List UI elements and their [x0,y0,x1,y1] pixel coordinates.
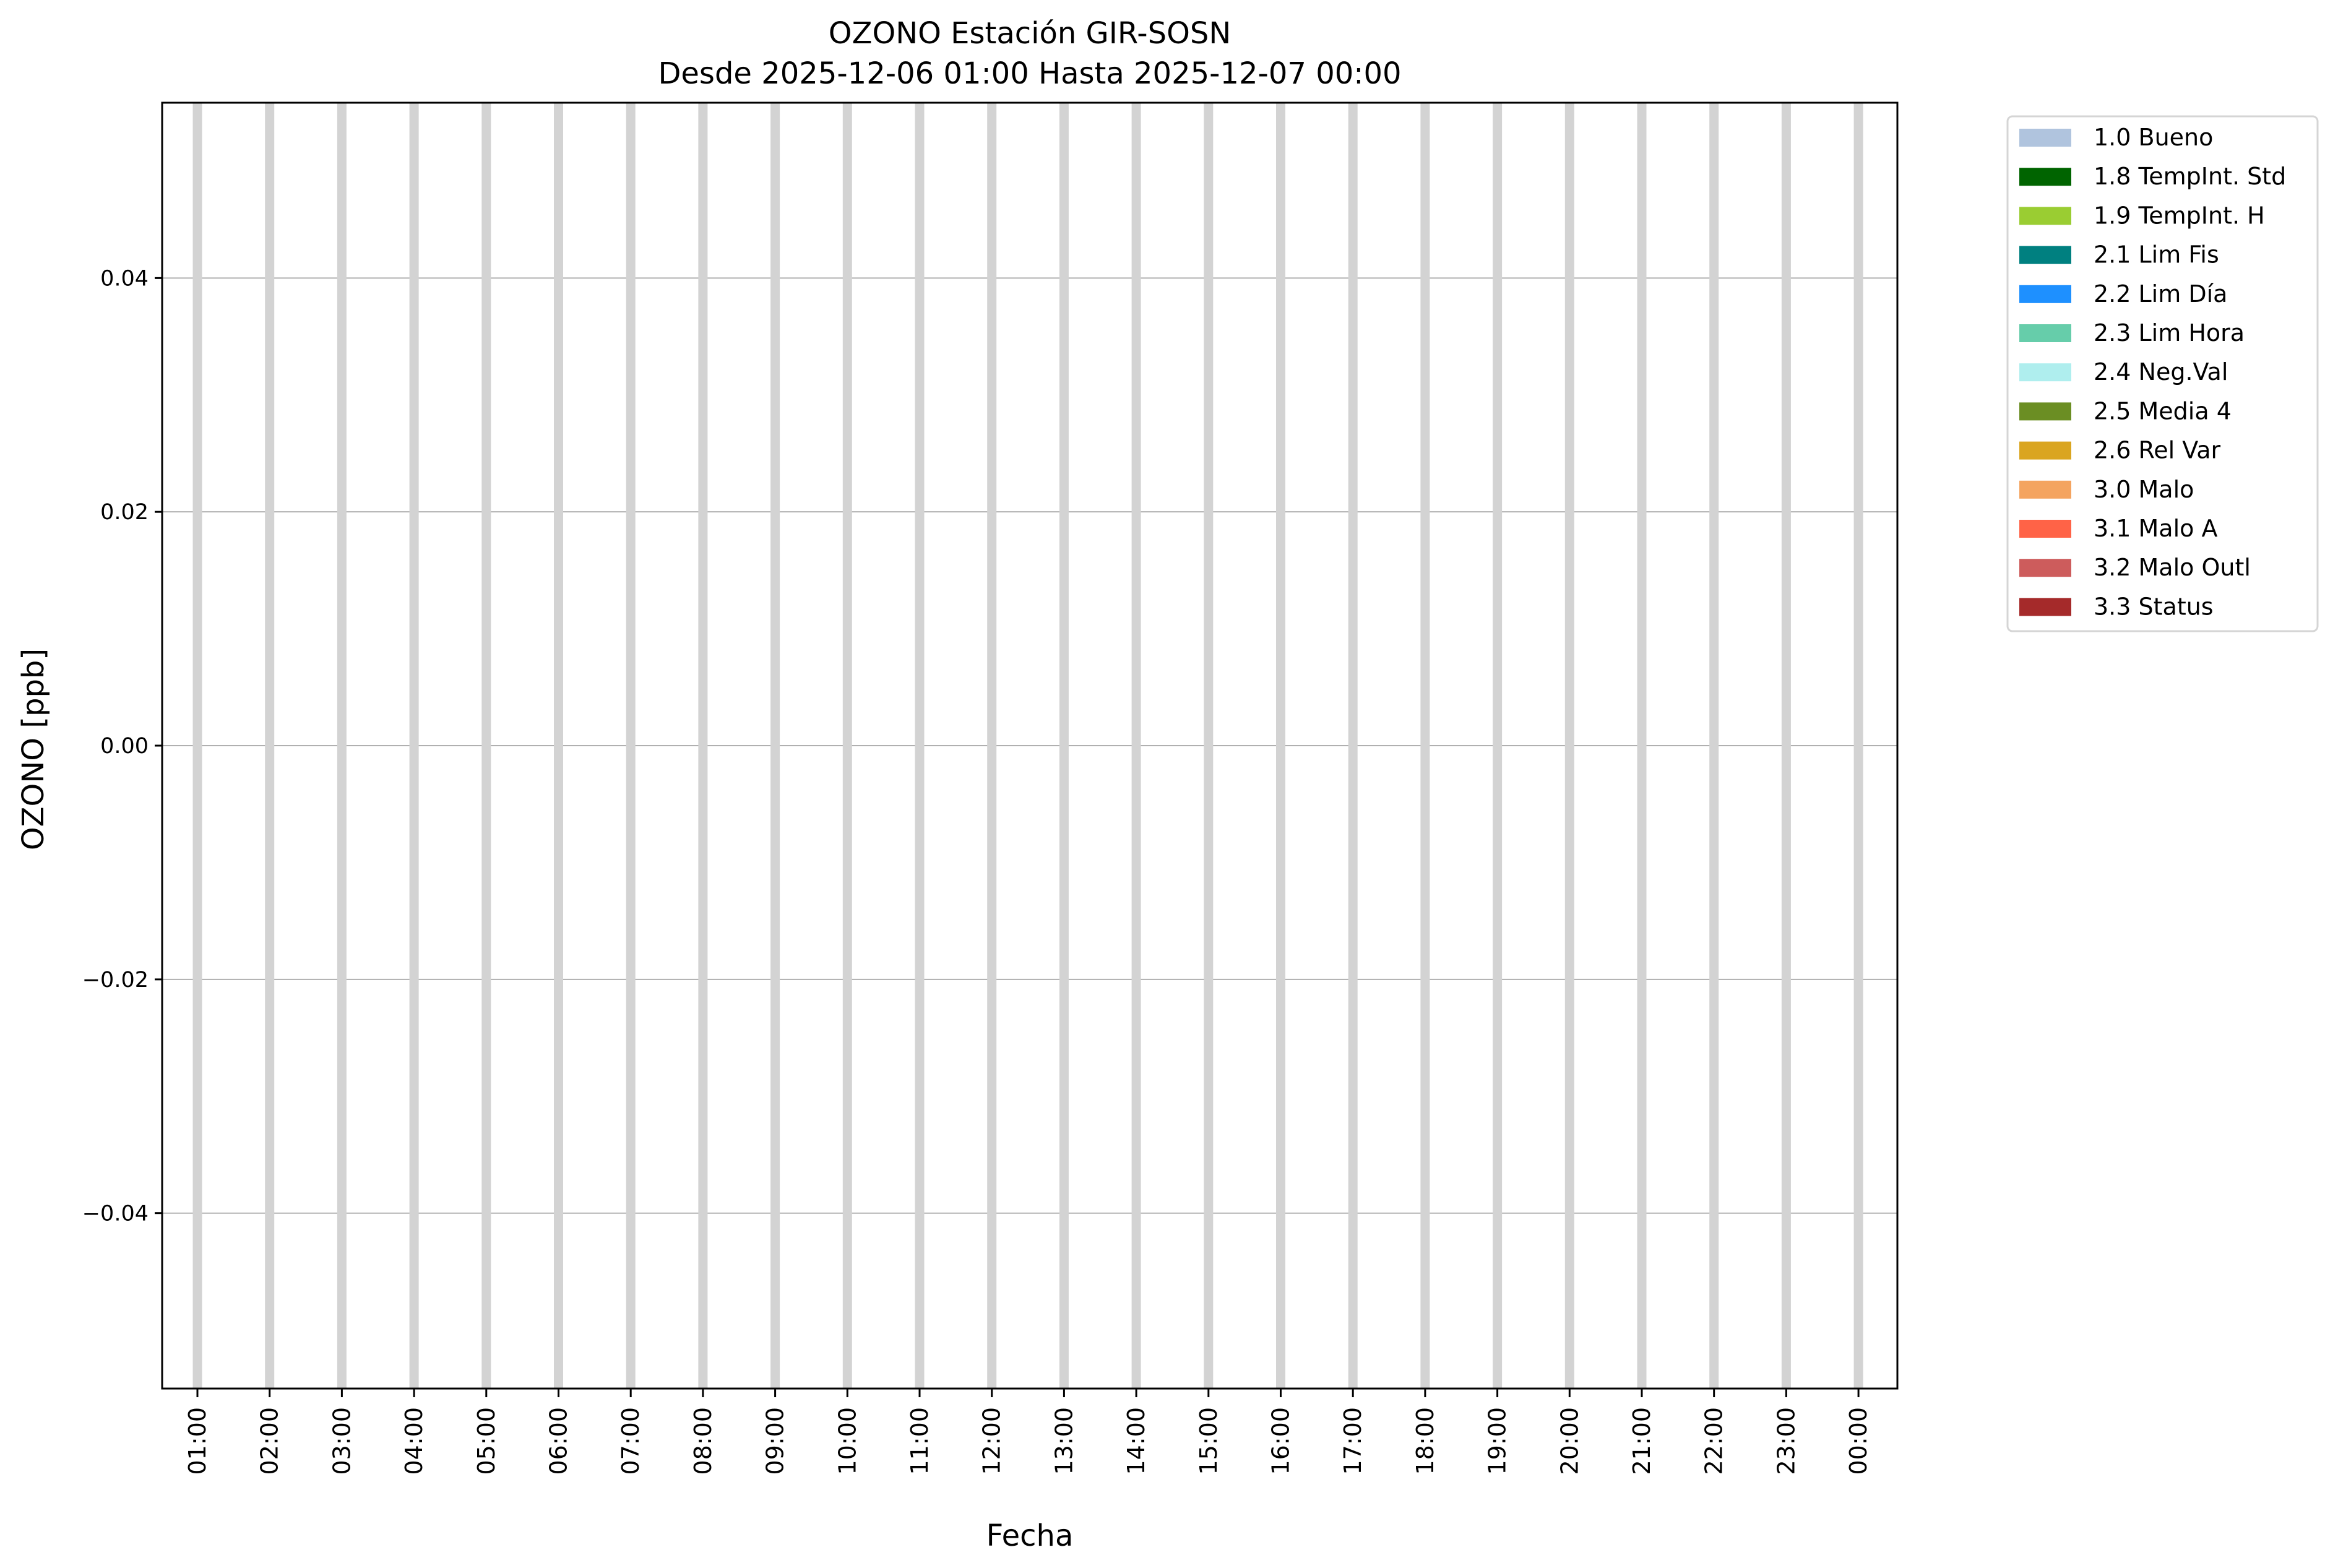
x-tick-label: 20:00 [1556,1407,1583,1475]
x-tick-label: 09:00 [762,1407,789,1475]
bar [1637,103,1647,1389]
legend-swatch [2019,480,2071,499]
bar [1781,103,1791,1389]
x-axis: 01:00 02:00 03:00 04:00 05:00 06:00 07:00 08:00… [184,1389,1872,1475]
legend-swatch [2019,246,2071,264]
bar [626,103,636,1389]
x-tick-label: 03:00 [328,1407,355,1475]
legend-swatch [2019,598,2071,616]
bar [192,103,202,1389]
legend-swatch [2019,324,2071,342]
bar [1059,103,1069,1389]
x-tick-label: 19:00 [1484,1407,1511,1475]
x-tick-label: 22:00 [1701,1407,1728,1475]
x-tick-label: 05:00 [473,1407,500,1475]
bar [1348,103,1358,1389]
legend-label: 3.3 Status [2094,593,2214,620]
chart-subtitle: Desde 2025-12-06 01:00 Hasta 2025-12-07 … [658,56,1401,91]
bar [1420,103,1430,1389]
legend: 1.0 Bueno 1.8 TempInt. Std 1.9 TempInt. H 2… [2006,115,2319,632]
legend-label: 2.6 Rel Var [2094,437,2221,464]
legend-label: 3.1 Malo A [2094,515,2217,542]
bar [265,103,275,1389]
legend-swatch [2019,168,2071,186]
legend-swatch [2019,363,2071,382]
bar [1276,103,1285,1389]
x-tick-label: 00:00 [1845,1407,1872,1475]
bars [192,103,1863,1389]
legend-swatch [2019,441,2071,460]
bar [698,103,708,1389]
legend-swatch [2019,559,2071,577]
y-axis-label: OZONO [ppb] [16,648,51,850]
legend-swatch [2019,402,2071,421]
x-tick-label: 01:00 [184,1407,211,1475]
x-tick-label: 15:00 [1195,1407,1222,1475]
legend-swatch [2019,520,2071,538]
bar [554,103,563,1389]
x-tick-label: 04:00 [400,1407,428,1475]
x-tick-label: 14:00 [1123,1407,1150,1475]
y-tick-label: 0.00 [100,734,149,759]
bar [1709,103,1719,1389]
x-tick-label: 21:00 [1628,1407,1655,1475]
x-tick-label: 10:00 [834,1407,861,1475]
y-tick-label: −0.04 [82,1202,149,1226]
legend-label: 2.1 Lim Fis [2094,241,2219,269]
legend-label: 1.0 Bueno [2094,124,2213,151]
legend-frame [2006,115,2319,632]
y-tick-label: 0.02 [100,500,149,525]
x-tick-label: 23:00 [1772,1407,1800,1475]
x-tick-label: 13:00 [1050,1407,1077,1475]
legend-swatch [2019,207,2071,225]
y-tick-label: 0.04 [100,266,149,291]
y-tick-label: −0.02 [82,968,149,993]
x-tick-label: 12:00 [978,1407,1006,1475]
bar [1564,103,1574,1389]
bar [842,103,852,1389]
legend-label: 3.2 Malo Outl [2094,554,2251,581]
x-tick-label: 07:00 [617,1407,644,1475]
bar [1204,103,1214,1389]
bar [1853,103,1863,1389]
y-axis: −0.04 −0.02 0.00 0.02 0.04 [82,266,162,1226]
legend-label: 1.9 TempInt. H [2094,202,2265,229]
bar [1493,103,1503,1389]
chart-title: OZONO Estación GIR-SOSN [829,16,1231,51]
legend-label: 2.4 Neg.Val [2094,358,2228,386]
x-tick-label: 06:00 [545,1407,572,1475]
legend-swatch [2019,129,2071,147]
x-axis-label: Fecha [986,1518,1074,1553]
legend-label: 2.2 Lim Día [2094,280,2227,308]
x-tick-label: 02:00 [256,1407,283,1475]
bar [1131,103,1141,1389]
x-tick-label: 17:00 [1339,1407,1366,1475]
bar [915,103,925,1389]
legend-label: 2.5 Media 4 [2094,397,2232,424]
legend-label: 1.8 TempInt. Std [2094,163,2286,190]
bar [409,103,419,1389]
x-tick-label: 18:00 [1412,1407,1439,1475]
legend-swatch [2019,285,2071,303]
x-tick-label: 08:00 [689,1407,717,1475]
bar [770,103,780,1389]
bar [481,103,491,1389]
x-tick-label: 11:00 [906,1407,933,1475]
legend-label: 3.0 Malo [2094,476,2194,503]
legend-label: 2.3 Lim Hora [2094,319,2245,347]
bar [337,103,347,1389]
bar [987,103,997,1389]
x-tick-label: 16:00 [1267,1407,1295,1475]
